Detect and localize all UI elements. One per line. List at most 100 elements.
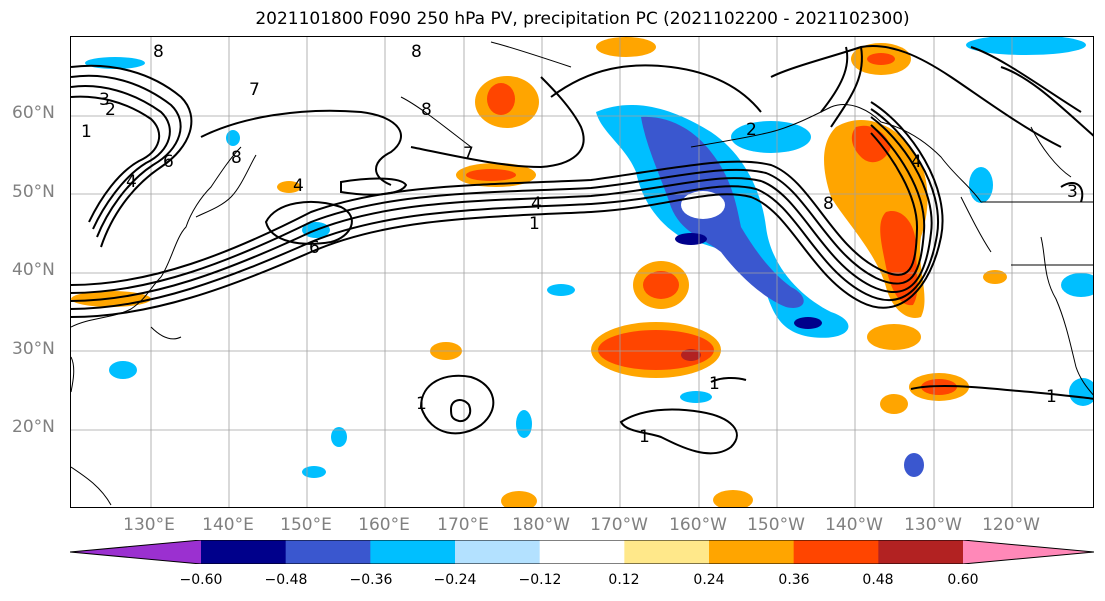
- map-title: 2021101800 F090 250 hPa PV, precipitatio…: [255, 9, 910, 29]
- colorbar-tick-label: −0.60: [179, 572, 223, 588]
- colorbar-tick-label: 0.12: [608, 572, 640, 588]
- positive-precip-blob: [487, 83, 515, 115]
- colorbar-segment: [455, 540, 541, 564]
- lon-label: 120°W: [982, 515, 1040, 535]
- coastlines: [71, 41, 1093, 506]
- colorbar: [70, 540, 1094, 564]
- negative-precip-blob: [547, 284, 575, 296]
- lat-label: 30°N: [12, 339, 55, 359]
- colorbar-segment: [70, 540, 201, 564]
- positive-precip-blob: [867, 53, 895, 65]
- colorbar-tick-label: 0.36: [778, 572, 810, 588]
- contour-label: 1: [81, 122, 92, 142]
- contour-label: 1: [529, 214, 540, 234]
- contour-label: 6: [309, 238, 320, 258]
- contour-label: 7: [463, 144, 474, 164]
- colorbar-segment: [963, 540, 1094, 564]
- precip-shading: [71, 37, 1093, 507]
- lat-label: 60°N: [12, 103, 55, 123]
- positive-precip-blob: [277, 181, 301, 193]
- lon-label: 130°W: [904, 515, 962, 535]
- colorbar-tick-label: 0.24: [693, 572, 725, 588]
- lon-label: 140°W: [825, 515, 883, 535]
- positive-precip-blob: [713, 490, 753, 507]
- contour-label: 1: [709, 374, 720, 394]
- positive-precip-blob: [501, 491, 537, 507]
- lon-label: 180°W: [512, 515, 570, 535]
- colorbar-tick-label: −0.12: [518, 572, 562, 588]
- colorbar-segment: [624, 540, 710, 564]
- contour-label: 6: [163, 152, 174, 172]
- graticule: [71, 37, 1093, 507]
- positive-precip-core: [880, 211, 918, 306]
- map-panel: 8 2 3 1 6 4 7 8 4 6 7 4 1 8 2 8 1 1 1 1 …: [70, 36, 1094, 508]
- lat-label: 40°N: [12, 260, 55, 280]
- contour-label: 8: [823, 194, 834, 214]
- colorbar-tick-label: −0.36: [349, 572, 393, 588]
- colorbar-segment: [878, 540, 964, 564]
- colorbar-segment: [201, 540, 287, 564]
- contour-label: 1: [416, 394, 427, 414]
- negative-precip-blob: [1069, 378, 1093, 406]
- contour-label: 1: [1046, 387, 1057, 407]
- lat-label: 20°N: [12, 417, 55, 437]
- contour-label: 3: [99, 90, 110, 110]
- positive-precip-blob: [681, 349, 701, 361]
- negative-precip-blob: [794, 317, 822, 329]
- positive-precip-blob: [643, 271, 679, 299]
- lon-label: 170°W: [590, 515, 648, 535]
- colorbar-segment: [793, 540, 879, 564]
- contour-label: 4: [911, 152, 922, 172]
- negative-precip-blob: [680, 391, 712, 403]
- lon-label: 150°E: [280, 515, 332, 535]
- negative-precip-blob: [109, 361, 137, 379]
- positive-precip-blob: [880, 394, 908, 414]
- positive-precip-blob: [596, 37, 656, 57]
- pv-contours: [71, 45, 1093, 455]
- contour-label: 2: [746, 120, 757, 140]
- negative-precip-blob: [331, 427, 347, 447]
- negative-precip-blob: [226, 130, 240, 146]
- contour-label: 4: [126, 172, 137, 192]
- lon-label: 150°W: [747, 515, 805, 535]
- positive-precip-blob: [983, 270, 1007, 284]
- lon-label: 160°E: [358, 515, 410, 535]
- negative-precip-core: [641, 116, 804, 308]
- negative-precip-blob: [302, 466, 326, 478]
- positive-precip-blob: [867, 324, 921, 350]
- contour-label: 3: [1067, 182, 1078, 202]
- colorbar-tick-label: −0.48: [264, 572, 308, 588]
- negative-precip-blob: [966, 37, 1086, 55]
- colorbar-segment: [285, 540, 371, 564]
- colorbar-segment: [539, 540, 625, 564]
- negative-precip-blob: [1061, 273, 1093, 297]
- lon-label: 140°E: [202, 515, 254, 535]
- negative-precip-blob: [516, 410, 532, 438]
- colorbar-segment: [370, 540, 456, 564]
- lon-label: 160°W: [669, 515, 727, 535]
- negative-precip-blob: [969, 167, 993, 203]
- contour-label: 4: [531, 194, 542, 214]
- lat-label: 50°N: [12, 182, 55, 202]
- contour-label: 4: [293, 176, 304, 196]
- positive-precip-blob: [598, 330, 714, 370]
- contour-label: 8: [153, 42, 164, 62]
- lon-label: 170°E: [437, 515, 489, 535]
- colorbar-tick-label: −0.24: [433, 572, 477, 588]
- lon-label: 130°E: [123, 515, 175, 535]
- negative-precip-blob: [731, 121, 811, 153]
- colorbar-tick-label: 0.60: [947, 572, 979, 588]
- negative-precip-blob: [904, 453, 924, 477]
- map-canvas: 8 2 3 1 6 4 7 8 4 6 7 4 1 8 2 8 1 1 1 1 …: [71, 37, 1093, 507]
- contour-label: 8: [411, 42, 422, 62]
- colorbar-tick-label: 0.48: [862, 572, 894, 588]
- positive-precip-blob: [466, 169, 516, 181]
- contour-label: 2: [105, 100, 116, 120]
- contour-label: 8: [421, 100, 432, 120]
- colorbar-segment: [709, 540, 795, 564]
- contour-label: 8: [231, 148, 242, 168]
- contour-label: 1: [639, 427, 650, 447]
- colorbar-segments: [70, 540, 1094, 564]
- negative-precip-blob: [675, 233, 707, 245]
- contour-labels: 8 2 3 1 6 4 7 8 4 6 7 4 1 8 2 8 1 1 1 1 …: [81, 42, 1078, 447]
